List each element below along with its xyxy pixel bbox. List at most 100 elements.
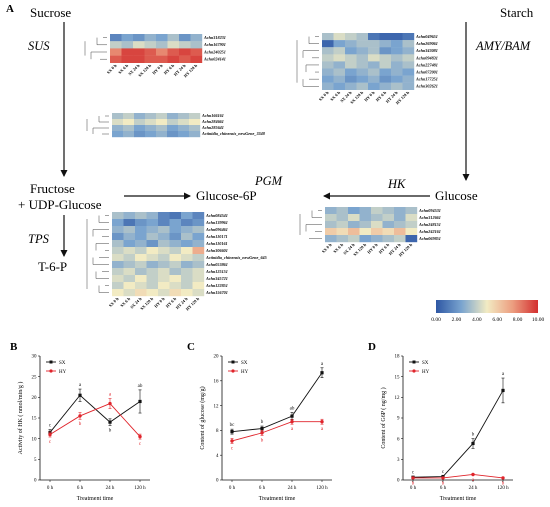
sample-label: SX 0 h [106, 63, 118, 75]
heatmap-cell [333, 82, 346, 90]
heatmap-cell [158, 254, 170, 262]
heatmap-cell [192, 289, 205, 297]
gene-label: Achn110161 [205, 241, 228, 246]
heatmap-cell [322, 47, 334, 55]
heatmap-cell [146, 289, 159, 297]
significance-letter: c [49, 424, 52, 429]
heatmap-cell [368, 82, 380, 90]
heatmap-cell [348, 221, 360, 229]
heatmap-cell [134, 119, 146, 126]
heatmap-cell [371, 221, 383, 229]
legend-label: SX [241, 361, 248, 366]
heatmap-cell [192, 240, 205, 248]
y-tick-label: 0 [397, 479, 400, 484]
legend-marker [412, 360, 416, 364]
heatmap-cell [156, 119, 168, 126]
heatmap-cell [356, 82, 369, 90]
heatmap-cell [371, 214, 383, 222]
x-axis-label: Treatment time [259, 496, 296, 502]
heatmap-cell [391, 47, 403, 55]
y-tick-label: 20 [32, 396, 38, 401]
sample-label: SX 120 h [352, 242, 367, 257]
sample-label: HY 120 h [183, 63, 199, 79]
heatmap-cell [181, 212, 193, 220]
heatmap-cell [336, 207, 349, 215]
heatmap-pgm: Achn166161Achn284661Achn285641Actinidia_… [86, 113, 266, 138]
significance-letter: ab [290, 406, 295, 411]
heatmap-cell [368, 61, 380, 69]
heatmap-cell [169, 268, 182, 276]
heatmap-cell [110, 55, 122, 63]
y-tick-label: 25 [32, 375, 38, 380]
heatmap-cell [345, 54, 357, 62]
heatmap-cell [135, 240, 147, 248]
heatmap-cell [405, 221, 418, 229]
data-point-hy [78, 414, 82, 418]
heatmap-cell [135, 226, 147, 234]
heatmap-cell [121, 55, 134, 63]
heatmap-cell [192, 268, 205, 276]
heatmap-cell [121, 41, 134, 49]
color-scale-legend: 0.00 2.00 4.00 6.00 8.00 10.00 [431, 300, 544, 323]
heatmap-cell [112, 268, 124, 276]
heatmap-cell [112, 289, 124, 297]
heatmap-cell [135, 261, 147, 269]
heatmap-cell [145, 113, 157, 120]
heatmap-cell [121, 34, 134, 42]
heatmap-cell [133, 34, 145, 42]
significance-letter: b [412, 481, 415, 486]
color-scale-bar [436, 300, 538, 313]
gene-label: Achn285641 [201, 125, 224, 130]
series-line-hy [413, 474, 504, 479]
heatmap-cell [189, 125, 201, 132]
heatmap-cell [134, 131, 146, 138]
heatmap-cell [325, 228, 337, 236]
heatmap-cell [167, 113, 179, 120]
heatmap-cell [379, 68, 392, 76]
heatmap-sus: Achn318231 Achn167901 Achn240251 Achn024141… [84, 34, 226, 79]
legend-marker [49, 369, 53, 373]
heatmap-cell [382, 214, 395, 222]
gene-label: Achn166161 [201, 113, 224, 118]
heatmap-cell [146, 226, 159, 234]
heatmap-cell [371, 235, 383, 243]
gene-label: Actinidia_chinensis_newGene_3348 [201, 131, 266, 136]
series-line-sx [412, 390, 504, 478]
gene-label: Achn306601 [205, 248, 228, 253]
heatmap-cell [379, 75, 392, 83]
x-tick-label: 0 h [410, 486, 417, 491]
heatmap-cell [379, 82, 392, 90]
gene-label: Achn269061 [415, 41, 438, 46]
y-axis-label: Content of glucose (mg/g) [199, 386, 206, 449]
heatmap-cell [368, 54, 380, 62]
heatmap-cell [379, 40, 392, 48]
heatmap-cell [405, 235, 418, 243]
heatmap-cell [146, 282, 159, 290]
significance-letter: a [321, 427, 324, 432]
heatmap-cell [112, 233, 124, 241]
heatmap-cell [123, 119, 135, 126]
gene-label: Actinidia_chinensis_newGene_645 [205, 255, 267, 260]
heatmap-cell [112, 131, 124, 138]
gene-label: Achn240251 [203, 49, 226, 54]
data-point-hy [138, 434, 142, 439]
heatmap-cell [192, 219, 205, 227]
heatmap-cell [345, 82, 357, 90]
significance-letter: b [261, 438, 264, 443]
color-scale-tick: 0.00 [431, 317, 441, 323]
heatmap-cell [322, 61, 334, 69]
heatmap-cell [146, 247, 159, 255]
heatmap-cell [158, 282, 170, 290]
sample-label: SX 120 h [349, 90, 364, 105]
heatmap-cell [322, 40, 334, 48]
gene-label: Achn024141 [203, 57, 226, 62]
heatmap-cell [179, 55, 191, 63]
metabolite-t6p: T-6-P [38, 259, 67, 274]
significance-letter: b [472, 433, 475, 438]
heatmap-cell [112, 219, 124, 227]
heatmap-cell [145, 119, 157, 126]
legend-marker [231, 369, 235, 373]
significance-letter: b [442, 481, 445, 486]
heatmap-cell [158, 233, 170, 241]
heatmap-cell [158, 261, 170, 269]
